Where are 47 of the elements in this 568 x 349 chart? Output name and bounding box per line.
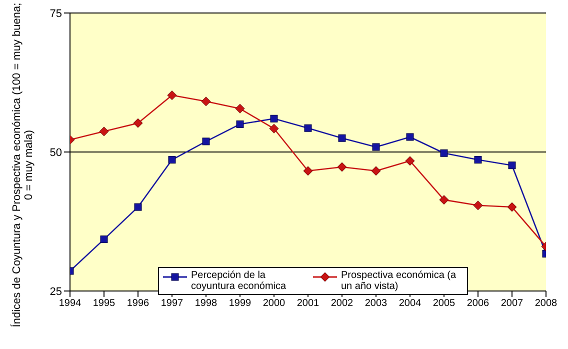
x-tick-label: 2005 <box>432 298 456 310</box>
x-tick-label: 2004 <box>398 298 422 310</box>
y-tick-label: 25 <box>50 286 62 298</box>
legend-label: Percepción de la coyuntura económica <box>191 270 288 292</box>
y-axis-title: Índices de Coyuntura y Prospectiva económica (100 = muy buena; 0 = muy mala) <box>11 2 35 330</box>
x-tick-label: 2001 <box>296 298 320 310</box>
x-tick-label: 2003 <box>364 298 388 310</box>
x-tick-label: 2006 <box>466 298 490 310</box>
point <box>133 118 143 128</box>
point <box>439 195 449 205</box>
x-tick-label: 1995 <box>92 298 116 310</box>
point <box>406 133 414 141</box>
point <box>473 200 483 210</box>
point <box>508 162 516 170</box>
x-tick-label: 1999 <box>228 298 252 310</box>
point <box>474 156 482 164</box>
point <box>201 96 211 106</box>
point <box>269 124 279 134</box>
point <box>100 236 108 244</box>
point <box>235 104 245 114</box>
x-tick-label: 2007 <box>500 298 524 310</box>
point <box>371 166 381 176</box>
legend-label: Prospectiva económica (a un año vista) <box>341 270 458 292</box>
point <box>440 149 448 157</box>
point <box>507 202 517 212</box>
x-tick-label: 2008 <box>534 298 558 310</box>
x-tick-label: 1998 <box>194 298 218 310</box>
point <box>337 162 347 172</box>
x-tick-label: 1994 <box>58 298 82 310</box>
point <box>168 156 176 164</box>
point <box>270 114 278 122</box>
point <box>202 138 210 146</box>
point <box>304 124 312 132</box>
x-tick-label: 2000 <box>262 298 286 310</box>
x-tick-label: 1997 <box>160 298 184 310</box>
point <box>167 90 177 100</box>
x-tick-label: 1996 <box>126 298 150 310</box>
point <box>405 156 415 166</box>
y-tick-label: 50 <box>50 146 62 159</box>
point <box>372 143 380 151</box>
point <box>338 134 346 142</box>
point <box>303 166 313 176</box>
y-tick-label: 75 <box>50 8 62 20</box>
point <box>99 126 109 136</box>
point <box>134 203 142 211</box>
point <box>236 120 244 128</box>
x-tick-label: 2002 <box>330 298 354 310</box>
